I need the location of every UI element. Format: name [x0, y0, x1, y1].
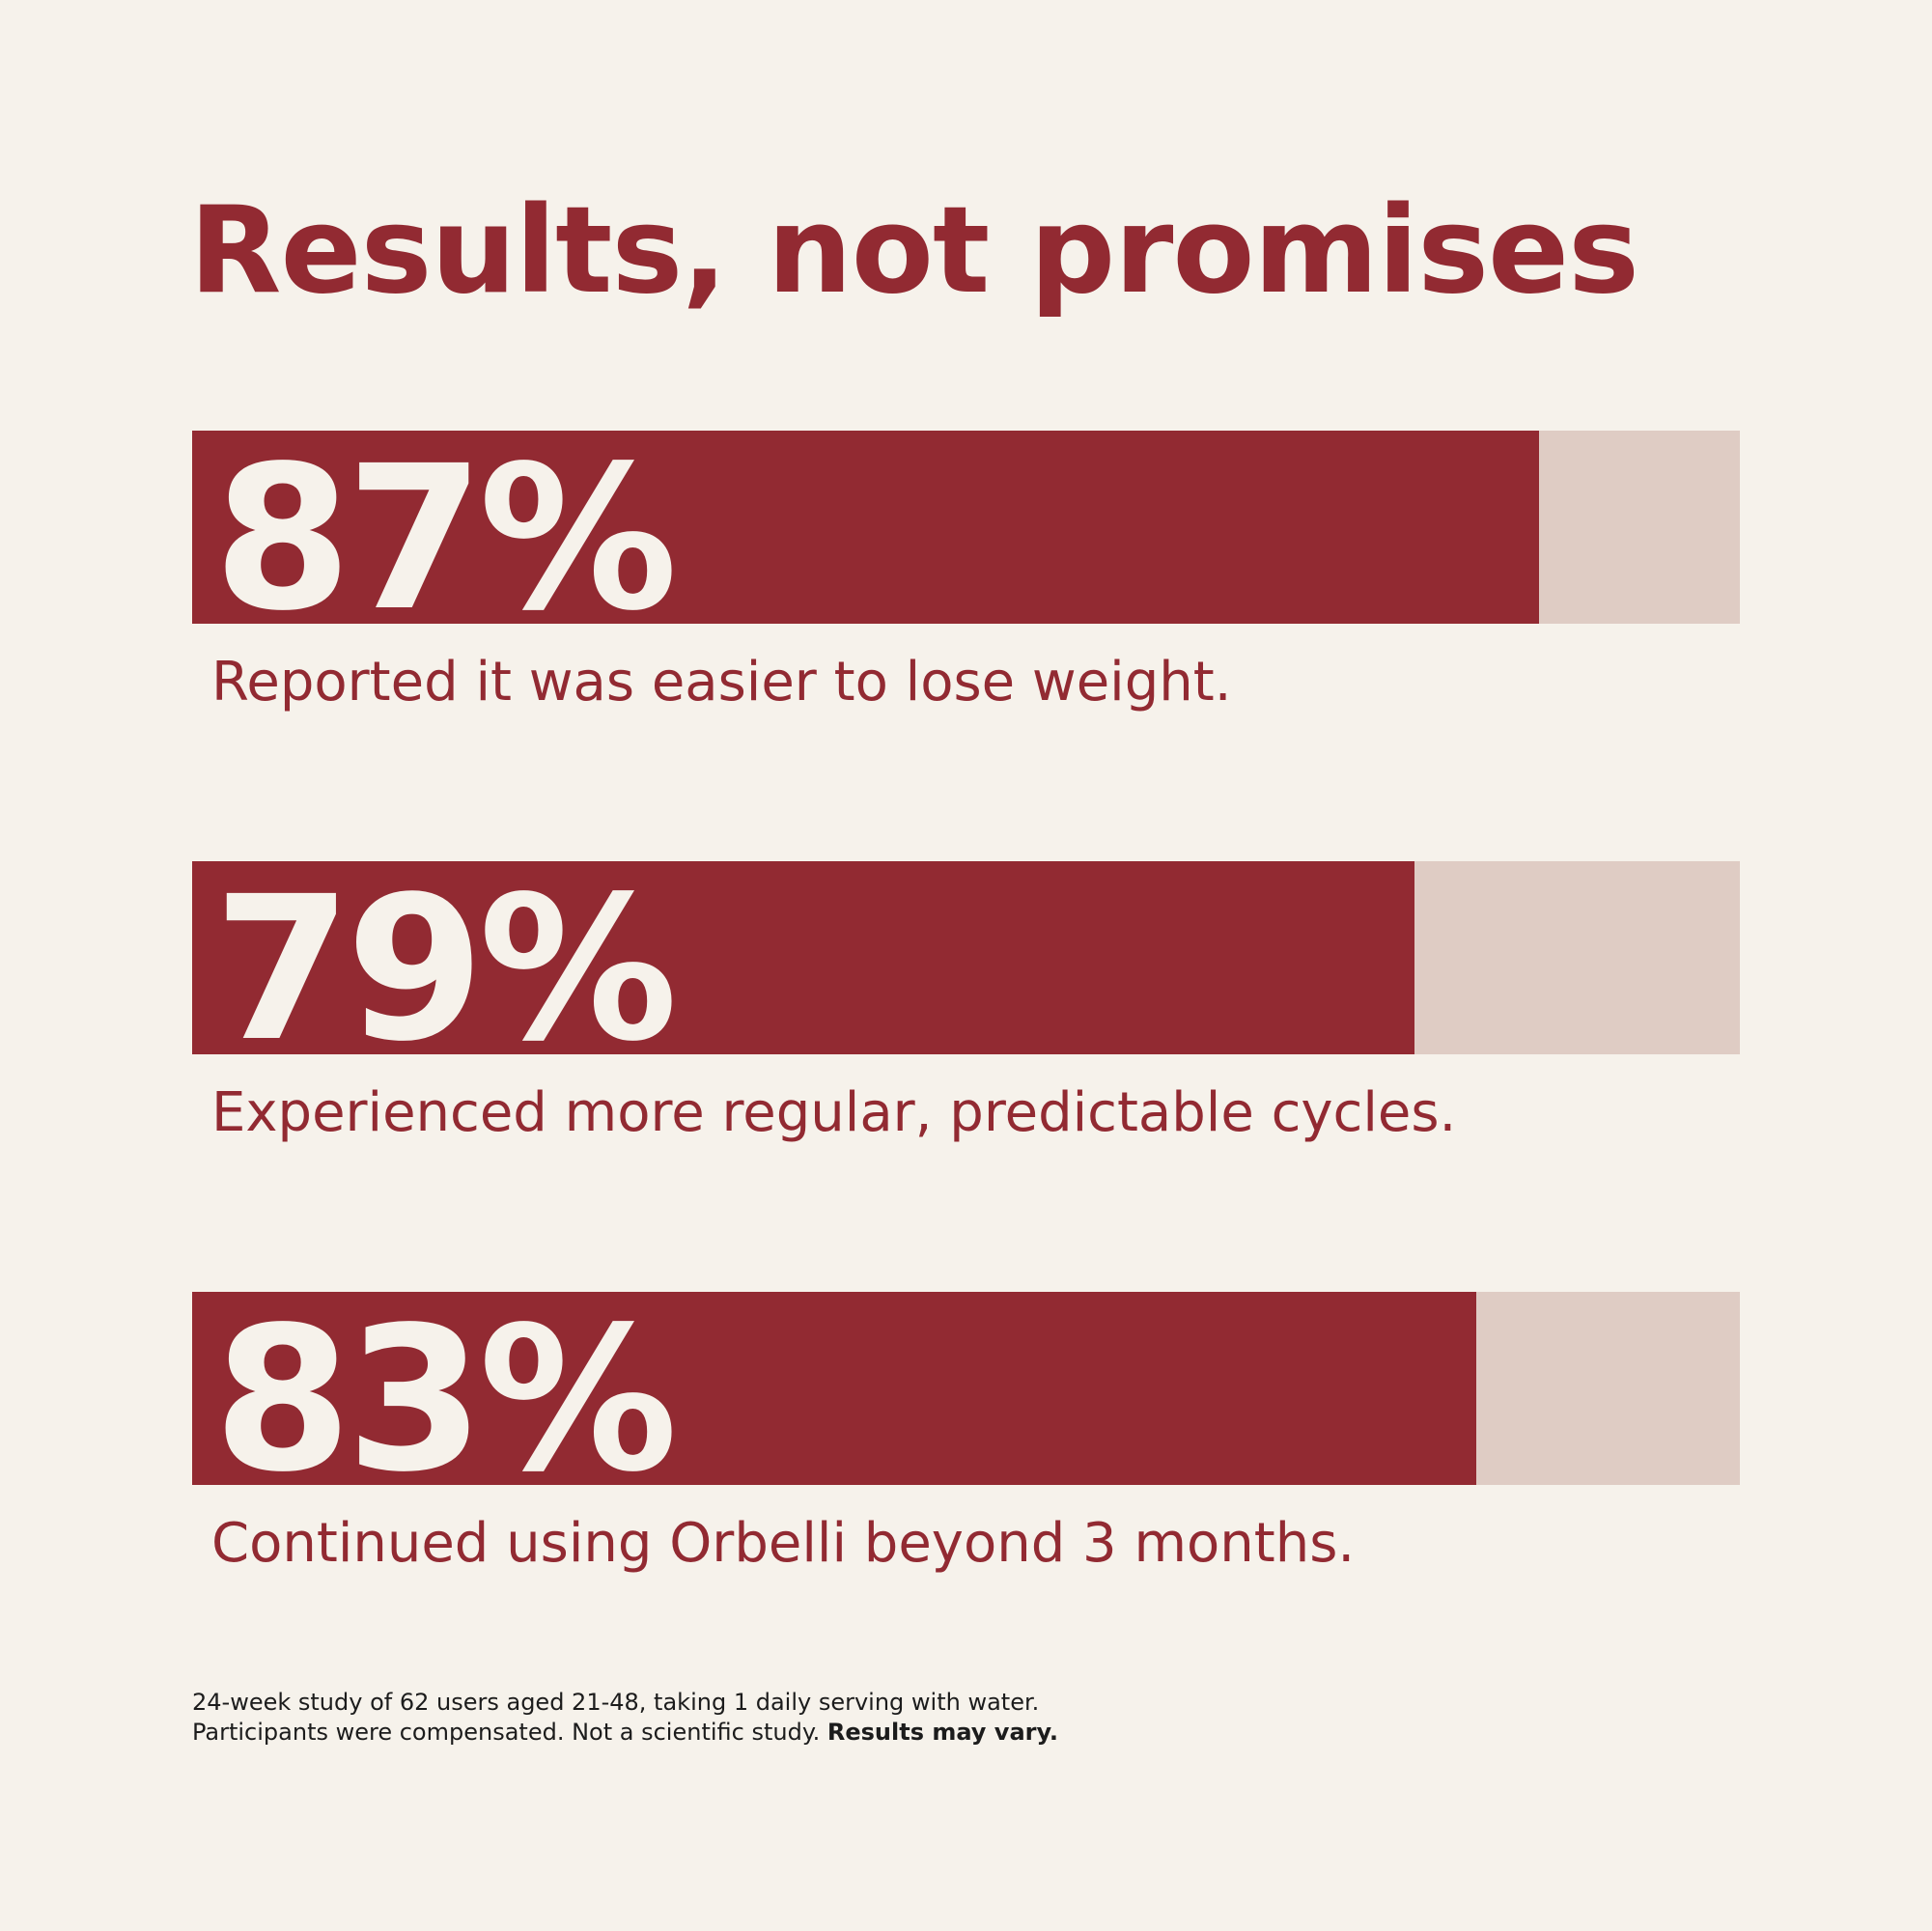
footnote: 24-week study of 62 users aged 21-48, ta… — [192, 1688, 1058, 1748]
footnote-line-2: Participants were compensated. Not a sci… — [192, 1718, 1058, 1748]
bar-track: 83% — [192, 1292, 1740, 1499]
bar-track: 79% — [192, 861, 1740, 1069]
stat-block: 87% Reported it was easier to lose weight… — [192, 431, 1740, 714]
footnote-results-vary: Results may vary. — [826, 1719, 1059, 1746]
page-title: Results, not promises — [189, 182, 1639, 321]
footnote-line-1: 24-week study of 62 users aged 21-48, ta… — [192, 1689, 1040, 1716]
bar-track: 87% — [192, 431, 1740, 638]
stat-block: 79% Experienced more regular, predictable… — [192, 861, 1740, 1144]
bar-category-label: Experienced more regular, predictable cy… — [211, 1081, 1457, 1144]
bar-value-label: 87% — [213, 423, 678, 655]
bar-fill — [192, 1292, 1476, 1485]
bar-fill — [192, 861, 1414, 1054]
bar-category-label: Reported it was easier to lose weight. — [211, 651, 1232, 714]
footnote-disclaimer: Participants were compensated. Not a sci… — [192, 1719, 821, 1746]
bar-fill — [192, 431, 1539, 624]
bar-category-label: Continued using Orbelli beyond 3 months. — [211, 1512, 1356, 1575]
bar-value-label: 79% — [213, 854, 678, 1085]
stat-block: 83% Continued using Orbelli beyond 3 mont… — [192, 1292, 1740, 1575]
bar-value-label: 83% — [213, 1284, 678, 1516]
